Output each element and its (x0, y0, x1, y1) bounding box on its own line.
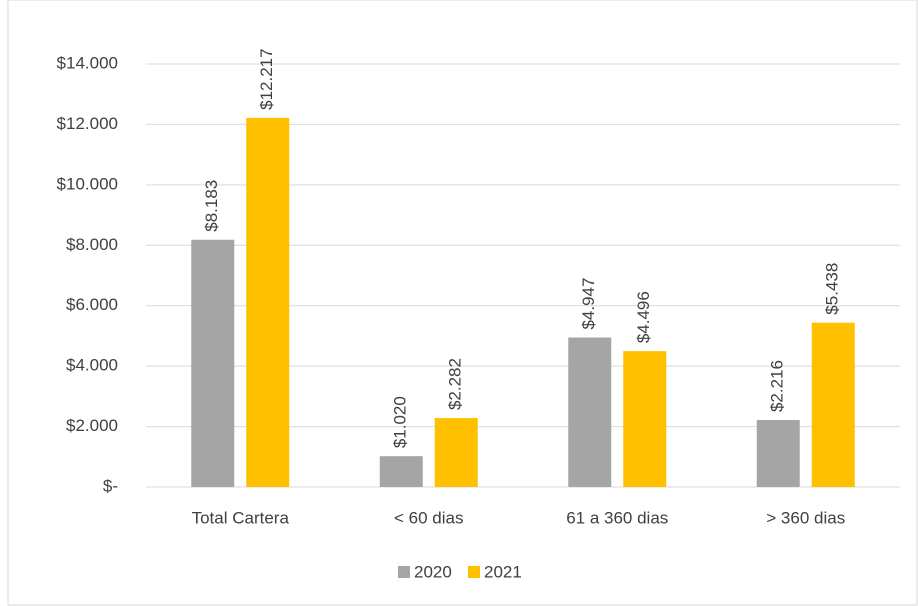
data-label: $5.438 (823, 263, 842, 315)
x-tick-label: Total Cartera (192, 508, 290, 527)
bar (434, 418, 478, 487)
legend-label: 2020 (414, 562, 452, 581)
data-label: $1.020 (391, 396, 410, 448)
data-label: $2.282 (446, 358, 465, 410)
bar (379, 456, 423, 487)
y-tick-label: $14.000 (57, 53, 118, 72)
y-tick-label: $2.000 (66, 416, 118, 435)
legend-swatch (398, 566, 410, 578)
data-label: $8.183 (202, 180, 221, 232)
bar (811, 322, 855, 487)
data-label: $2.216 (768, 360, 787, 412)
y-tick-label: $6.000 (66, 295, 118, 314)
data-label: $4.947 (579, 278, 598, 330)
y-tick-label: $10.000 (57, 174, 118, 193)
data-label: $4.496 (634, 291, 653, 343)
y-tick-label: $12.000 (57, 114, 118, 133)
chart-border (7, 0, 918, 606)
x-tick-label: 61 a 360 dias (566, 508, 668, 527)
y-tick-label: $8.000 (66, 235, 118, 254)
bar (568, 337, 612, 487)
bar (246, 117, 290, 487)
y-tick-label: $4.000 (66, 356, 118, 375)
data-label: $12.217 (257, 48, 276, 109)
x-tick-label: < 60 dias (394, 508, 463, 527)
bar (623, 351, 667, 487)
bar (756, 420, 800, 487)
legend-swatch (468, 566, 480, 578)
y-tick-label: $- (103, 476, 118, 495)
legend-label: 2021 (484, 562, 522, 581)
x-tick-label: > 360 dias (766, 508, 845, 527)
bar (191, 239, 235, 487)
